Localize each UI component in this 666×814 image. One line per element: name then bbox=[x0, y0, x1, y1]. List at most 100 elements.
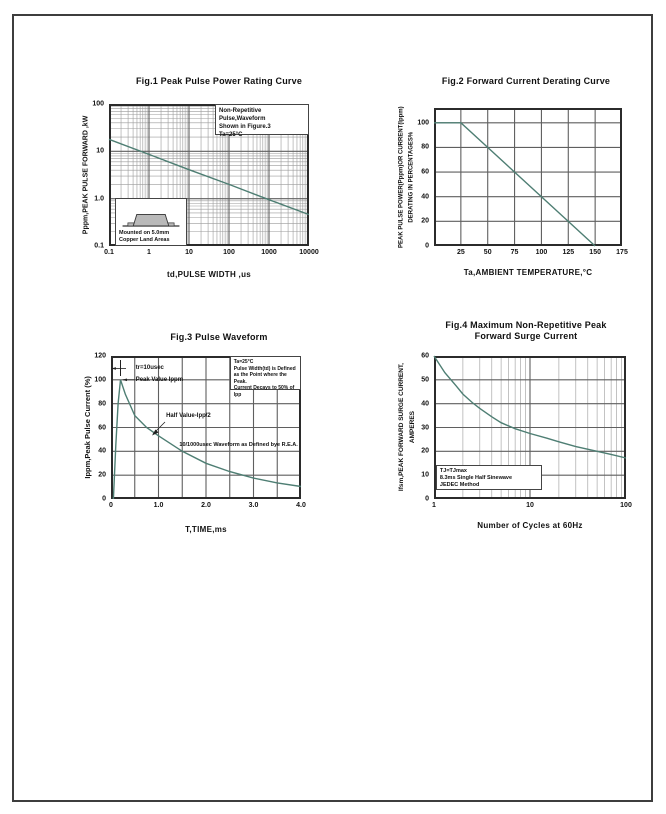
y-tick-label: 60 bbox=[98, 424, 106, 431]
pulse-waveform-curve bbox=[112, 379, 302, 500]
x-tick-label: 2.0 bbox=[201, 502, 211, 509]
figure-1-note: Non-Repetitive Pulse,Waveform Shown in F… bbox=[215, 104, 309, 138]
y-tick-label: 20 bbox=[98, 471, 106, 479]
x-tick-label: 125 bbox=[562, 249, 575, 256]
y-tick-label: 20 bbox=[421, 447, 429, 455]
fig4-canvas bbox=[433, 355, 627, 499]
x-tick-label: 0 bbox=[109, 502, 113, 509]
note-line: 8.3ms Single Half Sinewave bbox=[439, 474, 513, 481]
y-tick-label: 50 bbox=[421, 376, 429, 384]
figure-3-plot: tr=10usec Peak Value Ippm Half Value-Ipp… bbox=[94, 353, 306, 510]
y-tick-label: 100 bbox=[94, 376, 106, 384]
y-tick-label: 0 bbox=[425, 495, 429, 503]
y-tick-label: 80 bbox=[98, 400, 106, 408]
figure-3-title: Fig.3 Pulse Waveform bbox=[170, 332, 268, 342]
figure-3-annotation-arrows bbox=[111, 360, 166, 436]
figure-3-note: Ta=25°C Pulse Width(td) is Defined as th… bbox=[229, 356, 301, 398]
y-tick-label: 0.1 bbox=[94, 242, 104, 250]
y-tick-label: 20 bbox=[421, 217, 429, 225]
x-tick-label: 100 bbox=[620, 502, 632, 509]
figure-2-y-axis-label-text: PEAK PULSE POWER(Pppm)OR CURRENT(Ippm) D… bbox=[397, 106, 417, 248]
y-label-line: PEAK PULSE POWER(Pppm)OR CURRENT(Ippm) bbox=[398, 106, 405, 248]
peak-pulse-power-curve bbox=[108, 138, 310, 216]
y-tick-label: 100 bbox=[92, 100, 104, 108]
x-tick-label: 75 bbox=[510, 249, 519, 256]
y-tick-label: 0 bbox=[425, 242, 429, 250]
figure-1-plot: Non-Repetitive Pulse,Waveform Shown in F… bbox=[92, 101, 318, 257]
note-line: Current Decays to 50% of Ipp bbox=[233, 385, 295, 398]
datasheet-page: Fig.1 Peak Pulse Power Rating Curve Pppm… bbox=[12, 14, 653, 802]
x-tick-label: 1 bbox=[432, 502, 436, 509]
note-line: TJ=TJmax bbox=[439, 467, 467, 474]
fig1-canvas bbox=[108, 104, 310, 246]
x-tick-label: 10 bbox=[185, 249, 193, 256]
x-tick-label: 150 bbox=[589, 249, 601, 256]
x-tick-label: 10000 bbox=[299, 249, 319, 256]
title-line: Forward Surge Current bbox=[474, 331, 578, 342]
y-tick-label: 1.0 bbox=[94, 195, 104, 203]
note-line: Non-Repetitive Pulse,Waveform bbox=[219, 108, 266, 123]
figure-2-plot: 25 50 75 100 125 150 175 0 20 40 60 80 100 bbox=[417, 108, 628, 256]
note-line: Ta=25°C bbox=[233, 359, 254, 365]
y-tick-label: 40 bbox=[98, 447, 106, 455]
x-tick-label: 25 bbox=[456, 249, 465, 256]
y-tick-label: 0 bbox=[102, 495, 106, 503]
y-tick-label: 10 bbox=[96, 147, 104, 155]
note-line: Pulse Width(td) is Defined bbox=[233, 365, 296, 372]
y-label-line: DERATING IN PERCENTAGES% bbox=[409, 131, 416, 223]
figure-1-title: Fig.1 Peak Pulse Power Rating Curve bbox=[135, 76, 303, 86]
x-tick-label: 50 bbox=[483, 249, 492, 256]
fig2-canvas bbox=[434, 108, 622, 247]
x-tick-label: 3.0 bbox=[248, 502, 259, 509]
note-line: as the Point where the Peak. bbox=[233, 372, 287, 385]
y-tick-label: 60 bbox=[421, 168, 429, 176]
inset-line: Mounted on 5.0mm bbox=[119, 229, 170, 236]
figure-1-package-inset: Mounted on 5.0mm Copper Land Areas bbox=[115, 197, 187, 246]
figure-3-peak-label: Peak Value Ippm bbox=[135, 376, 184, 383]
figure-3-tr-label: tr=10usec bbox=[135, 364, 164, 371]
figure-4-y-axis-label: Ifsm,PEAK FORWARD SURGE CURRENT, AMPERES bbox=[396, 356, 418, 499]
figure-2-x-axis-label: Ta,AMBIENT TEMPERATURE,°C bbox=[463, 268, 593, 277]
inset-line: Copper Land Areas bbox=[119, 236, 170, 243]
note-line: Shown in Figure.3 bbox=[219, 124, 271, 131]
x-tick-label: 100 bbox=[535, 249, 548, 256]
figure-3-y-axis-label-text: Ippm,Peak Pulse Current (%) bbox=[82, 376, 92, 479]
x-tick-label: 175 bbox=[616, 249, 628, 256]
figure-1: Fig.1 Peak Pulse Power Rating Curve Pppm… bbox=[69, 68, 369, 298]
figure-3-x-axis-label: T,TIME,ms bbox=[185, 525, 227, 534]
smd-package-icon bbox=[122, 213, 180, 227]
title-line: Fig.4 Maximum Non-Repetitive Peak bbox=[445, 320, 607, 330]
figure-3-half-label: Half Value-Ipp/2 bbox=[166, 413, 211, 420]
figure-2-y-axis-label: PEAK PULSE POWER(Pppm)OR CURRENT(Ippm) D… bbox=[396, 106, 418, 248]
figure-1-inset-text: Mounted on 5.0mm Copper Land Areas bbox=[119, 230, 183, 244]
x-tick-label: 100 bbox=[223, 249, 235, 256]
x-tick-label: 1 bbox=[147, 249, 151, 256]
figure-3: Fig.3 Pulse Waveform Ippm,Peak Pulse Cur… bbox=[69, 322, 369, 552]
figure-4-title: Fig.4 Maximum Non-Repetitive Peak Forwar… bbox=[392, 320, 660, 343]
y-tick-label: 30 bbox=[421, 424, 429, 431]
figure-3-rea-label: 10/1000usec Waveform as Defined bye R.E.… bbox=[179, 441, 298, 448]
figure-4: Fig.4 Maximum Non-Repetitive Peak Forwar… bbox=[392, 314, 660, 549]
y-tick-label: 80 bbox=[421, 143, 429, 151]
figure-4-y-axis-label-text: Ifsm,PEAK FORWARD SURGE CURRENT, AMPERES bbox=[396, 363, 418, 491]
note-line: Ta=25°C bbox=[219, 132, 243, 139]
figure-1-x-axis-label: td,PULSE WIDTH ,us bbox=[166, 270, 252, 279]
figure-4-x-axis-label: Number of Cycles at 60Hz bbox=[477, 521, 583, 530]
derating-percentage-curve bbox=[434, 122, 596, 247]
x-tick-label: 1.0 bbox=[153, 502, 164, 509]
y-tick-label: 40 bbox=[421, 193, 429, 201]
figure-4-note: TJ=TJmax 8.3ms Single Half Sinewave JEDE… bbox=[435, 464, 542, 490]
y-label-line: AMPERES bbox=[409, 411, 416, 444]
y-tick-label: 60 bbox=[421, 352, 429, 360]
note-line: JEDEC Method bbox=[439, 481, 480, 488]
x-tick-label: 1000 bbox=[261, 249, 277, 256]
figure-2: Fig.2 Forward Current Derating Curve PEA… bbox=[392, 68, 660, 298]
y-tick-label: 120 bbox=[94, 352, 106, 360]
y-tick-label: 100 bbox=[417, 119, 429, 127]
x-tick-label: 10 bbox=[526, 502, 534, 509]
surge-current-curve bbox=[433, 355, 627, 459]
figure-2-title: Fig.2 Forward Current Derating Curve bbox=[441, 76, 611, 86]
x-tick-label: 0.1 bbox=[104, 249, 114, 256]
figure-1-y-axis-label: Pppm,PEAK PULSE FORWARD ,kW bbox=[75, 104, 97, 246]
figure-1-y-axis-label-text: Pppm,PEAK PULSE FORWARD ,kW bbox=[82, 115, 90, 235]
